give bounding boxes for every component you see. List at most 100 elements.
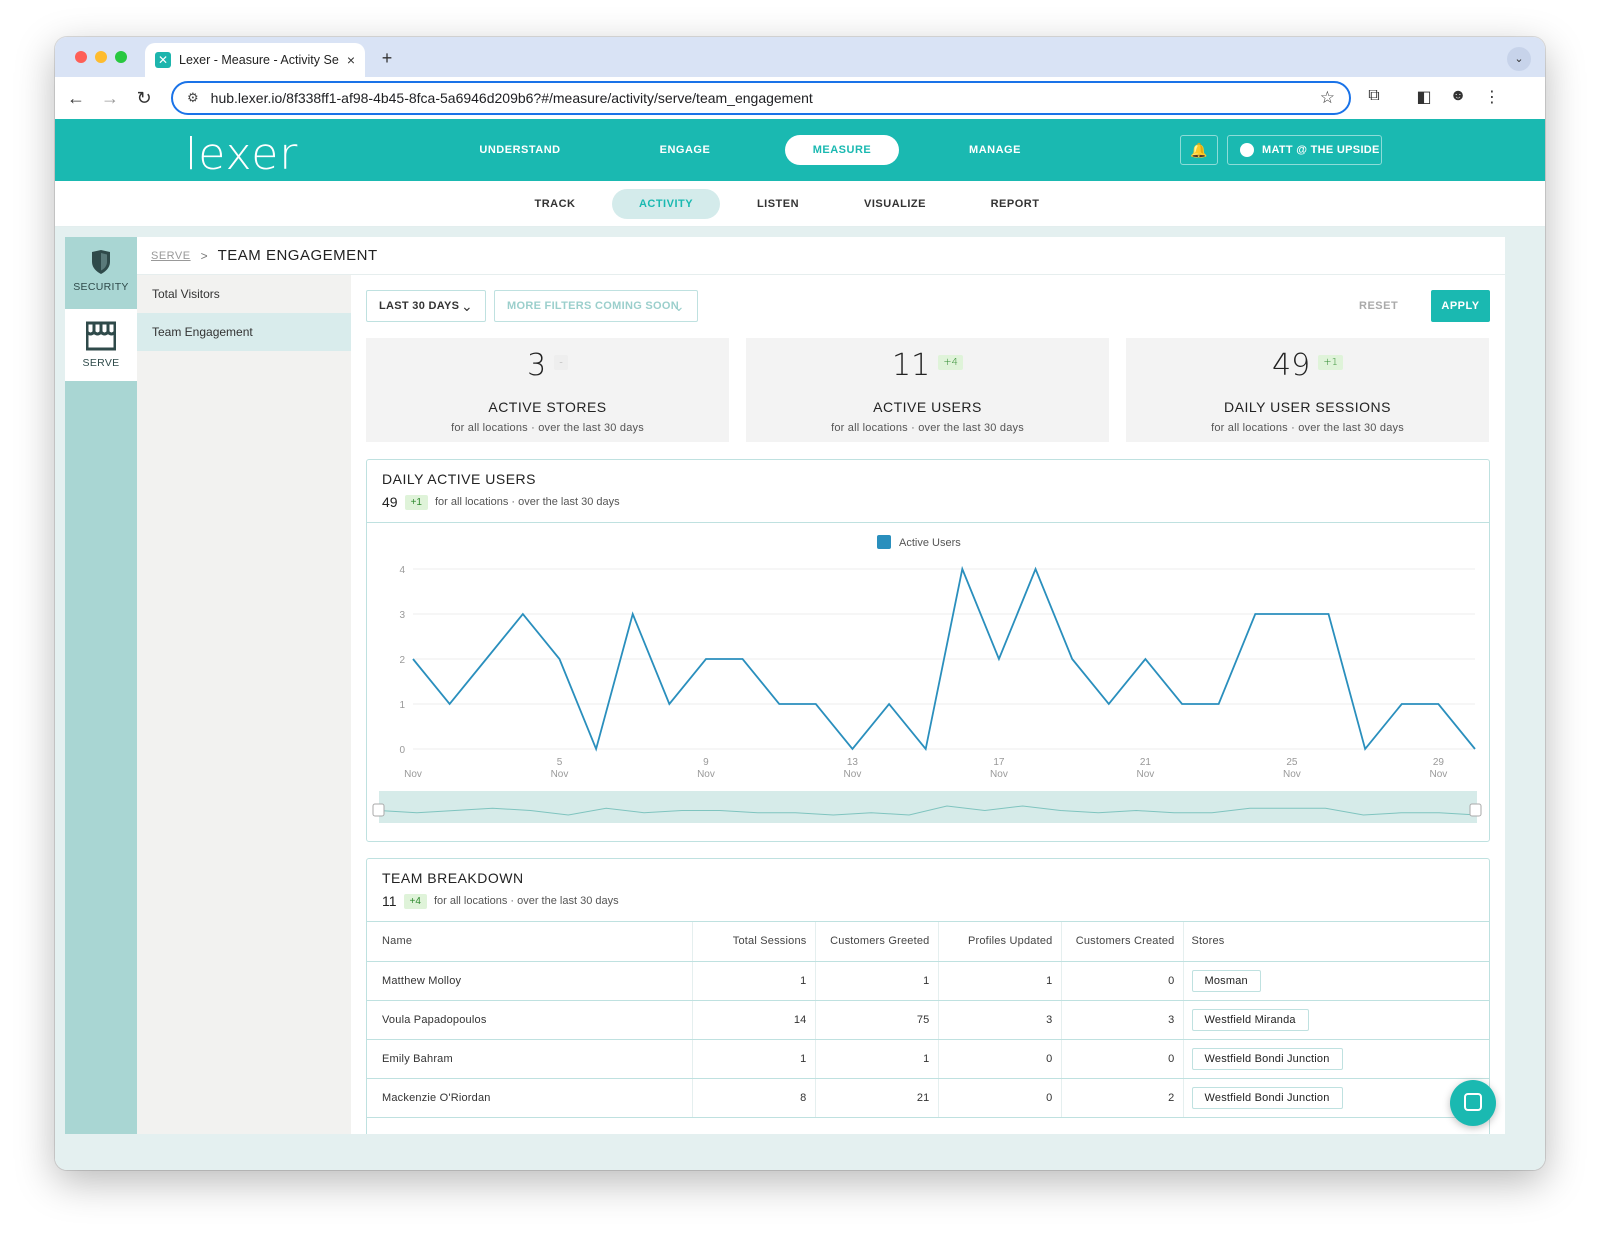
tab-search-button[interactable]: ⌄ <box>1507 47 1531 71</box>
chat-support-button[interactable] <box>1450 1080 1496 1126</box>
team-breakdown-table: Name Total Sessions Customers Greeted Pr… <box>367 922 1489 1118</box>
store-chip[interactable]: Westfield Miranda <box>1191 1008 1309 1031</box>
cell-profiles-updated: 3 <box>937 1000 1061 1040</box>
side-panel-icon[interactable]: ◧ <box>1416 89 1432 106</box>
page-title: TEAM ENGAGEMENT <box>217 247 378 264</box>
zoom-slider-track[interactable] <box>379 791 1477 823</box>
minimize-window-button[interactable] <box>95 51 107 63</box>
rail-item-serve[interactable]: SERVE <box>65 309 137 381</box>
user-name: MATT @ THE UPSIDE <box>1262 144 1380 156</box>
browser-toolbar: ← → ↻ ⚙ hub.lexer.io/8f338ff1-af98-4b45-… <box>55 77 1545 119</box>
stat-label: ACTIVE STORES <box>488 399 607 415</box>
x-tick-day-label: 29 <box>1433 757 1445 768</box>
nav-understand[interactable]: UNDERSTAND <box>479 144 561 156</box>
nav-manage[interactable]: MANAGE <box>969 144 1021 156</box>
active-users-line-chart[interactable]: Active Users01234Nov5Nov9Nov13Nov17Nov21… <box>367 523 1489 841</box>
x-tick-month-label: Nov <box>1429 769 1447 780</box>
user-menu-button[interactable]: MATT @ THE UPSIDE <box>1227 135 1382 165</box>
back-icon[interactable]: ← <box>67 88 85 108</box>
tab-close-icon[interactable]: × <box>346 52 355 68</box>
stat-card-active-users: 11 +4 ACTIVE USERS for all locations · ov… <box>746 338 1109 442</box>
team-breakdown-card: TEAM BREAKDOWN 11 +4 for all locations ·… <box>366 858 1490 1134</box>
chat-icon <box>1464 1093 1482 1111</box>
stat-card-daily-user-sessions: 49 +1 DAILY USER SESSIONS for all locatio… <box>1126 338 1489 442</box>
cell-name: Matthew Molloy <box>367 961 692 1001</box>
cell-customers-created: 0 <box>1060 1039 1183 1079</box>
card-subline: 49 +1 for all locations · over the last … <box>382 494 1474 510</box>
zoom-slider-preview-line <box>378 805 1478 816</box>
legend-label[interactable]: Active Users <box>899 537 961 549</box>
column-header-name[interactable]: Name <box>367 922 692 962</box>
cell-stores: Westfield Bondi Junction <box>1182 1039 1489 1079</box>
browser-menu-icon[interactable]: ⋮ <box>1484 89 1500 106</box>
daily-active-users-card: DAILY ACTIVE USERS 49 +1 for all locatio… <box>366 459 1490 842</box>
cell-name: Emily Bahram <box>367 1039 692 1079</box>
store-chip[interactable]: Westfield Bondi Junction <box>1191 1047 1343 1070</box>
zoom-handle-right[interactable] <box>1469 803 1482 817</box>
date-range-dropdown[interactable]: LAST 30 DAYS ⌄ <box>366 290 486 322</box>
sub-navigation: TRACK ACTIVITY LISTEN VISUALIZE REPORT <box>55 181 1545 227</box>
legend-swatch[interactable] <box>877 535 891 549</box>
new-tab-button[interactable]: + <box>381 48 393 68</box>
subnav-report[interactable]: REPORT <box>990 198 1040 210</box>
site-settings-icon[interactable]: ⚙ <box>187 90 199 105</box>
reset-button[interactable]: RESET <box>1359 300 1399 312</box>
bookmark-star-icon[interactable]: ☆ <box>1319 88 1335 107</box>
apply-button[interactable]: APPLY <box>1431 290 1490 322</box>
maximize-window-button[interactable] <box>115 51 127 63</box>
store-chip[interactable]: Mosman <box>1191 969 1261 992</box>
close-window-button[interactable] <box>75 51 87 63</box>
lexer-logo[interactable]: lexer <box>185 129 299 180</box>
module-rail: SECURITY SERVE <box>65 237 137 1134</box>
card-delta-badge: +4 <box>403 893 427 909</box>
x-tick-day-label: 5 <box>557 757 563 768</box>
notifications-bell-icon[interactable]: 🔔 <box>1180 135 1218 165</box>
card-title: DAILY ACTIVE USERS <box>382 471 536 487</box>
report-item-team-engagement[interactable]: Team Engagement <box>137 313 351 351</box>
browser-tab[interactable]: ✕ Lexer - Measure - Activity Se × <box>145 43 365 77</box>
subnav-track[interactable]: TRACK <box>534 198 576 210</box>
nav-measure[interactable]: MEASURE <box>785 135 899 165</box>
cell-customers-greeted: 21 <box>814 1078 938 1118</box>
active-users-series-line[interactable] <box>412 565 1476 752</box>
profile-avatar-icon[interactable]: ☻ <box>1449 87 1467 104</box>
cell-name: Voula Papadopoulos <box>367 1000 692 1040</box>
cell-customers-created: 0 <box>1060 961 1183 1001</box>
report-content: LAST 30 DAYS ⌄ MORE FILTERS COMING SOON … <box>351 275 1505 1134</box>
table-row: Emily Bahram 1 1 0 0 Westfield Bondi Jun… <box>367 1039 1489 1079</box>
column-header-stores[interactable]: Stores <box>1182 922 1489 962</box>
x-tick-day-label: 9 <box>703 757 709 768</box>
card-subline: 11 +4 for all locations · over the last … <box>382 893 1474 909</box>
lexer-favicon-icon: ✕ <box>155 52 171 68</box>
subnav-listen[interactable]: LISTEN <box>756 198 800 210</box>
cell-profiles-updated: 0 <box>937 1078 1061 1118</box>
nav-engage[interactable]: ENGAGE <box>659 144 711 156</box>
subnav-visualize[interactable]: VISUALIZE <box>864 198 926 210</box>
forward-icon[interactable]: → <box>101 88 119 108</box>
tab-bar: ✕ Lexer - Measure - Activity Se × + ⌄ <box>55 37 1545 77</box>
address-bar[interactable]: ⚙ hub.lexer.io/8f338ff1-af98-4b45-8fca-5… <box>171 81 1351 115</box>
rail-item-security[interactable]: SECURITY <box>65 237 137 309</box>
table-row: Voula Papadopoulos 14 75 3 3 Westfield M… <box>367 1000 1489 1040</box>
store-icon <box>86 321 116 351</box>
more-filters-dropdown[interactable]: MORE FILTERS COMING SOON ⌄ <box>494 290 698 322</box>
store-chip[interactable]: Westfield Bondi Junction <box>1191 1086 1343 1109</box>
card-header: DAILY ACTIVE USERS 49 +1 for all locatio… <box>367 460 1489 523</box>
zoom-handle-left[interactable] <box>372 803 385 817</box>
y-tick-label: 3 <box>399 610 405 621</box>
column-header-profiles-updated[interactable]: Profiles Updated <box>937 922 1061 962</box>
report-item-total-visitors[interactable]: Total Visitors <box>152 287 220 301</box>
cell-customers-greeted: 1 <box>814 961 938 1001</box>
cell-total-sessions: 1 <box>691 1039 815 1079</box>
subnav-activity[interactable]: ACTIVITY <box>612 189 720 219</box>
reload-icon[interactable]: ↻ <box>136 88 152 108</box>
column-header-customers-greeted[interactable]: Customers Greeted <box>814 922 938 962</box>
column-header-customers-created[interactable]: Customers Created <box>1060 922 1183 962</box>
x-tick-month-label: Nov <box>1137 769 1155 780</box>
url-text: hub.lexer.io/8f338ff1-af98-4b45-8fca-5a6… <box>210 90 813 106</box>
cell-stores: Mosman <box>1182 961 1489 1001</box>
breadcrumb-serve-link[interactable]: SERVE <box>151 249 191 262</box>
main-panel: SERVE > TEAM ENGAGEMENT Total Visitors T… <box>137 237 1505 1134</box>
extensions-icon[interactable]: ⧉ <box>1368 87 1380 104</box>
column-header-total-sessions[interactable]: Total Sessions <box>691 922 815 962</box>
